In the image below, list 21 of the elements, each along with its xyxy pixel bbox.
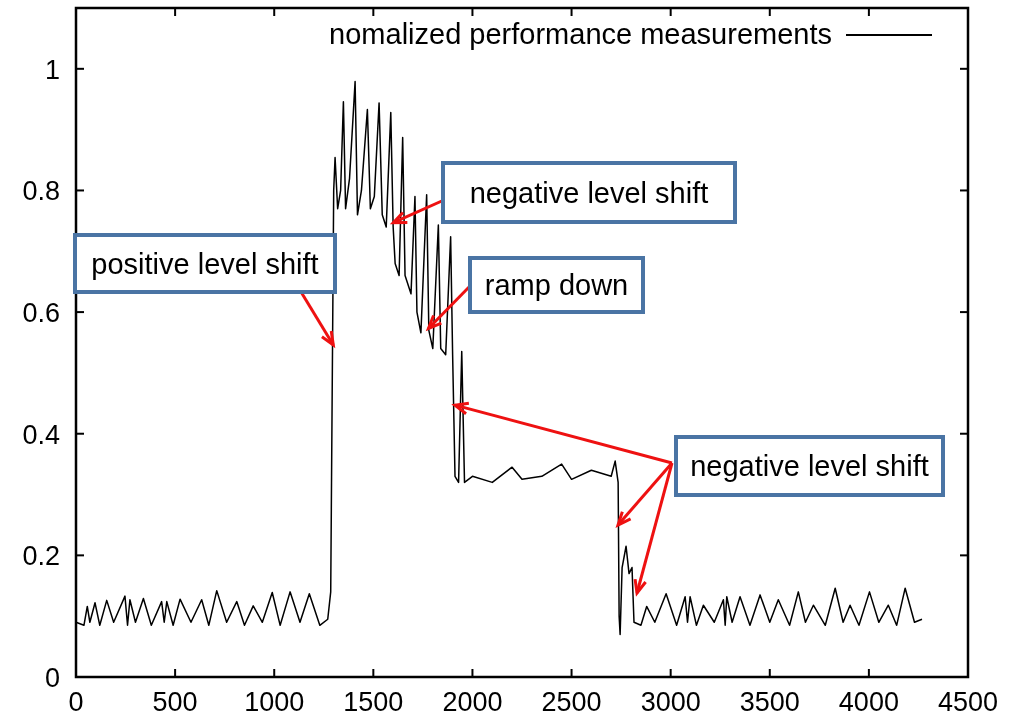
x-tick-label: 4500 [937,687,999,717]
x-tick-label: 3500 [739,687,800,717]
x-tick-label: 500 [152,687,198,717]
y-tick-label: 0 [44,663,60,693]
y-tick-label: 0.4 [22,419,60,450]
x-tick-label: 2000 [442,687,503,717]
annotation: ramp down [484,269,629,301]
y-tick-label: 0.6 [22,298,60,329]
x-tick-label: 2500 [541,687,602,717]
x-tick-label: 1000 [244,687,305,717]
annotation: negative level shift [469,176,709,209]
x-tick-label: 3000 [640,687,701,717]
legend-label: nomalized performance measurements [329,18,832,50]
annotation: negative level shift [690,450,929,482]
y-tick-label: 0.8 [22,176,60,207]
x-tick-label: 0 [68,687,84,717]
y-tick-label: 1 [44,54,60,85]
x-tick-label: 1500 [343,687,404,717]
annotation: positive level shift [91,247,319,280]
x-tick-label: 4000 [838,687,899,717]
y-tick-label: 0.2 [22,541,60,572]
